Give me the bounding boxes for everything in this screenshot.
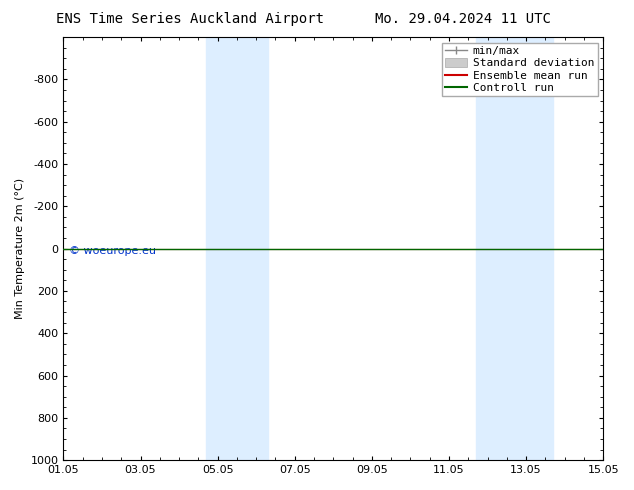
Bar — [476, 37, 553, 460]
Text: © woeurope.eu: © woeurope.eu — [69, 246, 156, 256]
Legend: min/max, Standard deviation, Ensemble mean run, Controll run: min/max, Standard deviation, Ensemble me… — [442, 43, 598, 97]
Text: ENS Time Series Auckland Airport: ENS Time Series Auckland Airport — [56, 12, 324, 26]
Bar — [206, 37, 268, 460]
Text: Mo. 29.04.2024 11 UTC: Mo. 29.04.2024 11 UTC — [375, 12, 551, 26]
Y-axis label: Min Temperature 2m (°C): Min Temperature 2m (°C) — [15, 178, 25, 319]
